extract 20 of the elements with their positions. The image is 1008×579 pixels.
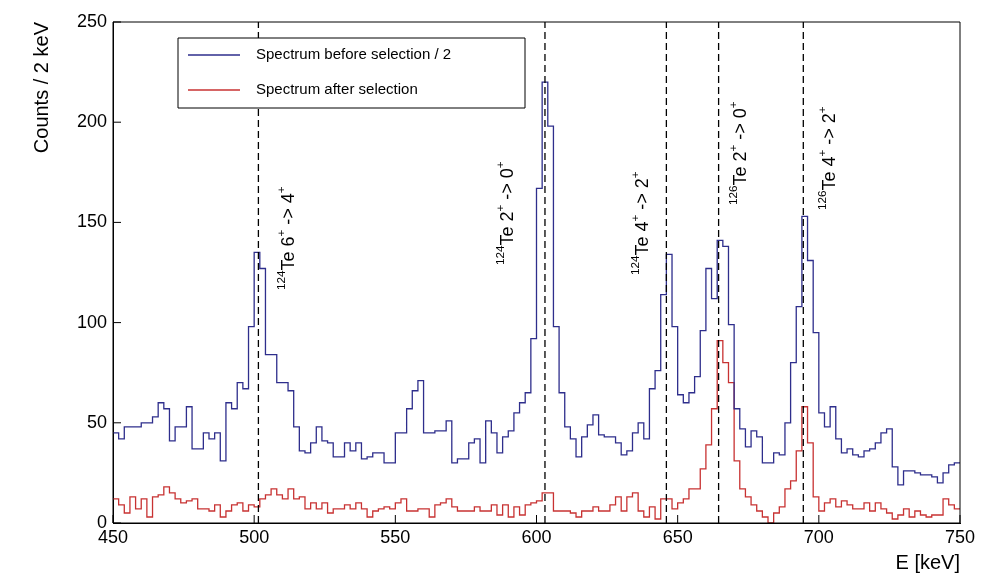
x-tick-label: 550 [380,526,411,547]
y-tick-label: 250 [76,10,107,31]
annotation: 126Te 4+ -> 2+ [815,106,840,210]
annotation: 126Te 2+ -> 0+ [725,101,750,205]
y-tick-label: 200 [76,111,107,132]
x-axis-title: E [keV] [895,551,960,573]
x-tick-label: 750 [944,526,976,547]
y-axis-title: Counts / 2 keV [29,21,52,154]
x-tick-label: 600 [521,526,552,547]
y-tick-label: 100 [76,311,107,332]
annotation: 124Te 4+ -> 2+ [628,171,653,275]
annotation: 124Te 2+ -> 0+ [493,161,517,265]
x-tick-label: 500 [239,526,270,547]
legend-label: Spectrum before selection / 2 [256,45,452,63]
legend-label: Spectrum after selection [256,80,418,98]
annotation: 124Te 6+ -> 4+ [274,186,299,290]
x-tick-label: 700 [803,526,834,547]
x-tick-label: 650 [662,526,693,547]
y-tick-label: 50 [86,411,107,432]
y-tick-label: 150 [76,211,107,232]
